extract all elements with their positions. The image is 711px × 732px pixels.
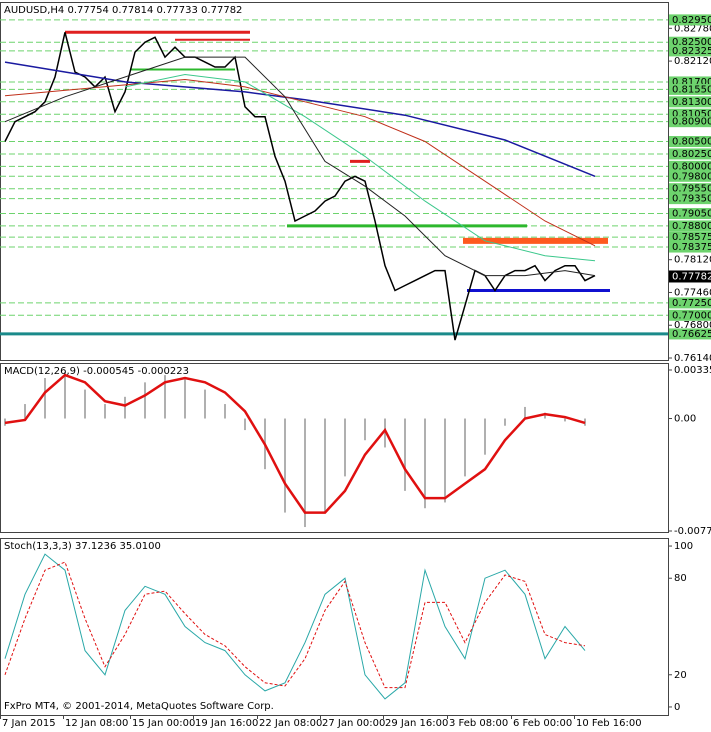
level-label: 0.80500: [672, 137, 711, 148]
level-label-box: [669, 328, 711, 340]
level-label-box: [669, 309, 711, 321]
x-tick-label: 7 Jan 2015: [2, 718, 56, 729]
level-label: 0.79050: [672, 209, 711, 220]
level-label-box: [669, 170, 711, 182]
level-label: 0.80250: [672, 149, 711, 160]
x-tick-label: 22 Jan 08:00: [259, 718, 322, 729]
series-line: [4, 78, 596, 247]
level-label: 0.81300: [672, 97, 711, 108]
y-tick-label: 0.003353: [674, 365, 711, 376]
panel-frame: [0, 363, 669, 533]
panel-title: MACD(12,26,9) -0.000545 -0.000223: [4, 366, 189, 377]
level-label-box: [669, 297, 711, 309]
x-tick-label: 19 Jan 16:00: [195, 718, 258, 729]
level-label: 0.81700: [672, 77, 711, 88]
level-label-box: [669, 241, 711, 253]
level-label-box: [669, 14, 711, 26]
level-label-box: [669, 116, 711, 128]
level-label-box: [669, 193, 711, 205]
panel-title: AUDUSD,H4 0.77754 0.77814 0.77733 0.7778…: [4, 5, 242, 16]
y-tick-label: 20: [674, 670, 687, 681]
level-label-box: [669, 220, 711, 232]
y-tick-label: 80: [674, 573, 687, 584]
panel-title: Stoch(13,3,3) 37.1236 35.0100: [4, 541, 161, 552]
level-label: 0.79800: [672, 171, 711, 182]
x-tick-label: 12 Jan 08:00: [65, 718, 128, 729]
series-line: [4, 373, 586, 514]
level-label-box: [669, 148, 711, 160]
level-label: 0.82325: [672, 46, 711, 57]
x-tick-label: 10 Feb 16:00: [576, 718, 642, 729]
level-label-box: [669, 76, 711, 88]
level-label: 0.82500: [672, 37, 711, 48]
level-label-box: [669, 183, 711, 195]
last-price-box: [669, 270, 711, 283]
level-label: 0.78800: [672, 221, 711, 232]
x-tick-label: 3 Feb 08:00: [449, 718, 508, 729]
level-label: 0.82950: [672, 15, 711, 26]
series-line: [4, 61, 596, 177]
level-label-box: [669, 96, 711, 108]
level-label-box: [669, 108, 711, 120]
level-label-box: [669, 36, 711, 48]
level-label-box: [669, 231, 711, 243]
level-label-box: [669, 160, 711, 172]
level-label: 0.77000: [672, 310, 711, 321]
series-line: [4, 56, 596, 277]
x-tick-label: 27 Jan 00:00: [322, 718, 385, 729]
x-tick-label: 29 Jan 16:00: [385, 718, 448, 729]
footer: FxPro MT4, © 2001-2014, MetaQuotes Softw…: [4, 701, 274, 712]
level-label: 0.78575: [672, 232, 711, 243]
y-tick-label: 100: [674, 541, 693, 552]
level-label-box: [669, 83, 711, 95]
x-tick-label: 6 Feb 00:00: [513, 718, 572, 729]
level-label-box: [669, 208, 711, 220]
x-tick-label: 15 Jan 00:00: [132, 718, 195, 729]
level-label: 0.78375: [672, 242, 711, 253]
level-label: 0.81550: [672, 84, 711, 95]
level-label: 0.79550: [672, 184, 711, 195]
panel-frame: [0, 2, 669, 361]
level-label: 0.76625: [672, 329, 711, 340]
level-label-box: [669, 136, 711, 148]
y-tick-label: 0.00: [674, 414, 696, 425]
level-label-box: [669, 45, 711, 57]
series-line: [124, 73, 596, 262]
level-label: 0.80000: [672, 161, 711, 172]
series-line: [4, 553, 586, 700]
panel-frame: [0, 538, 669, 716]
level-label: 0.79350: [672, 194, 711, 205]
level-label: 0.81050: [672, 109, 711, 120]
y-tick-label: 0: [674, 702, 680, 713]
level-label: 0.77250: [672, 298, 711, 309]
level-label: 0.80900: [672, 117, 711, 128]
y-tick-label: -0.007774: [674, 526, 711, 537]
last-price-label: 0.77782: [672, 271, 711, 282]
series-line: [4, 561, 586, 689]
